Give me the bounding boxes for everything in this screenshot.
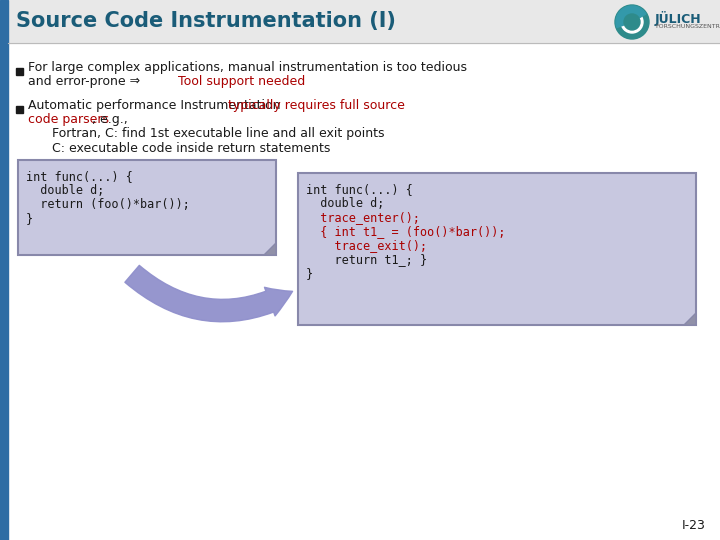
Text: C: executable code inside return statements: C: executable code inside return stateme… — [52, 141, 330, 154]
Polygon shape — [264, 243, 276, 255]
Text: int func(...) {: int func(...) { — [26, 170, 133, 183]
Bar — [16, 106, 23, 113]
Text: I-23: I-23 — [682, 519, 706, 532]
Bar — [298, 173, 696, 325]
Text: trace_enter();: trace_enter(); — [306, 211, 420, 224]
Bar — [16, 68, 23, 75]
Text: }: } — [26, 212, 33, 225]
Text: Source Code Instrumentation (I): Source Code Instrumentation (I) — [16, 11, 396, 31]
Text: FORSCHUNGSZENTRUM: FORSCHUNGSZENTRUM — [655, 24, 720, 30]
Text: double d;: double d; — [306, 197, 384, 210]
Text: and error-prone ⇒: and error-prone ⇒ — [28, 75, 144, 87]
Wedge shape — [616, 6, 646, 28]
Text: }: } — [306, 267, 313, 280]
Bar — [0, 0, 8, 540]
Text: Fortran, C: find 1st executable line and all exit points: Fortran, C: find 1st executable line and… — [52, 126, 384, 139]
Text: return (foo()*bar());: return (foo()*bar()); — [26, 198, 190, 211]
Text: For large complex applications, manual instrumentation is too tedious: For large complex applications, manual i… — [28, 60, 467, 73]
Text: int func(...) {: int func(...) { — [306, 183, 413, 196]
Bar — [38, 130, 45, 137]
Circle shape — [624, 14, 640, 30]
Circle shape — [621, 11, 643, 33]
Polygon shape — [684, 313, 696, 325]
Text: JÜLICH: JÜLICH — [655, 11, 701, 26]
Text: typically requires full source: typically requires full source — [228, 98, 405, 111]
Bar — [8, 0, 720, 43]
Circle shape — [615, 5, 649, 39]
Text: return t1_; }: return t1_; } — [306, 253, 427, 266]
Text: Automatic performance Instrumentation: Automatic performance Instrumentation — [28, 98, 284, 111]
Text: , e.g.,: , e.g., — [92, 112, 127, 125]
FancyArrowPatch shape — [125, 265, 292, 322]
Text: double d;: double d; — [26, 184, 104, 197]
Text: Tool support needed: Tool support needed — [178, 75, 305, 87]
Text: { int t1_ = (foo()*bar());: { int t1_ = (foo()*bar()); — [306, 225, 505, 238]
Bar — [38, 145, 45, 152]
Text: trace_exit();: trace_exit(); — [306, 239, 427, 252]
Text: code parsers: code parsers — [28, 112, 109, 125]
Bar — [18, 160, 276, 255]
